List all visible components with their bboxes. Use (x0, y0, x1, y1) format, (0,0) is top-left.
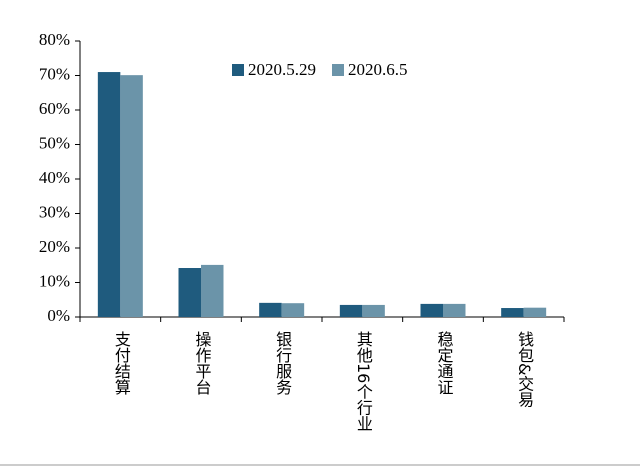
x-tick-label: 银行服务 (273, 331, 292, 396)
y-tick-label: 10% (39, 271, 70, 290)
x-tick-label: 操作平台 (193, 331, 212, 395)
y-tick-label: 50% (39, 133, 70, 152)
legend-label: 2020.5.29 (248, 60, 316, 79)
y-tick-label: 0% (47, 306, 70, 325)
legend-swatch (332, 64, 344, 76)
bar (201, 264, 224, 317)
y-tick-label: 60% (39, 99, 70, 118)
legend-swatch (232, 64, 244, 76)
bar (97, 72, 121, 317)
y-tick-label: 20% (39, 237, 70, 256)
y-tick-label: 80% (39, 30, 70, 49)
y-tick-label: 70% (39, 64, 70, 83)
x-tick-label: 钱包&交易 (515, 331, 534, 409)
bar (501, 308, 524, 317)
bar (281, 303, 305, 317)
y-tick-label: 40% (39, 168, 70, 187)
bar (443, 303, 466, 317)
x-tick-label: 支付结算 (112, 331, 131, 395)
bar (362, 304, 385, 317)
bar (120, 75, 143, 317)
bar (523, 307, 547, 317)
bar (339, 304, 363, 317)
y-tick-label: 30% (39, 202, 70, 221)
legend-label: 2020.6.5 (348, 60, 408, 79)
bar (178, 268, 201, 317)
x-tick-label: 稳定通证 (435, 331, 454, 395)
bar (420, 303, 443, 317)
bar (259, 302, 282, 317)
x-tick-label: 其他16个行业 (354, 331, 373, 431)
